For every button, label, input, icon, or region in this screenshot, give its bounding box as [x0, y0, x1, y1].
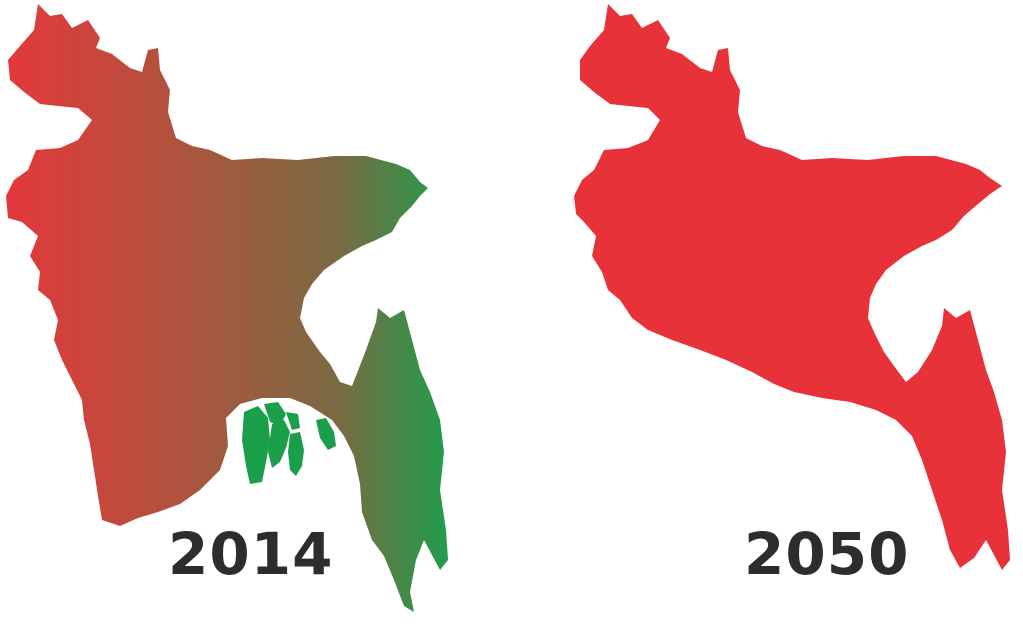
- island-1: [242, 406, 270, 484]
- sundarbans-patches-2014: [242, 402, 336, 484]
- country-shape-2014: [6, 4, 448, 612]
- island-6: [316, 418, 336, 450]
- island-5: [288, 432, 304, 476]
- year-label-2050: 2050: [744, 520, 910, 588]
- island-3: [268, 420, 290, 468]
- year-label-2014: 2014: [168, 520, 334, 588]
- map-panel-2050: 2050: [512, 0, 1023, 626]
- map-2050: [574, 4, 1010, 570]
- country-shape-2050: [574, 4, 1010, 570]
- map-2014: [6, 4, 448, 612]
- island-4: [286, 412, 300, 430]
- map-panel-2014: 2014: [6, 4, 448, 612]
- island-2: [264, 402, 286, 426]
